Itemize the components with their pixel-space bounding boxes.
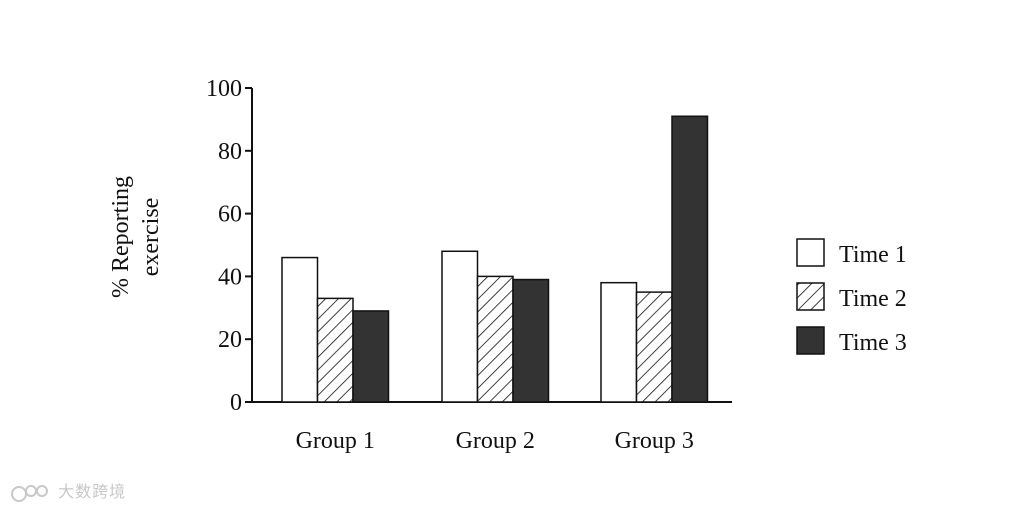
bar: [512, 278, 550, 403]
legend-label: Time 3: [839, 330, 907, 356]
bar: [281, 256, 319, 403]
y-axis-title-line1: % Reporting: [108, 176, 134, 298]
watermark-text: 大数跨境: [58, 482, 127, 501]
y-tick-label: 80: [218, 139, 242, 165]
bar: [671, 115, 709, 403]
bar: [600, 281, 638, 403]
legend-swatch: [796, 238, 825, 267]
y-tick-label: 40: [218, 264, 242, 290]
watermark-logo-icon: [11, 484, 48, 502]
y-axis-title-line2: exercise: [138, 198, 164, 277]
legend: Time 1 Time 2 Time 3: [796, 238, 907, 356]
legend-swatch: [796, 326, 825, 355]
bar: [441, 250, 479, 403]
bar: [476, 275, 514, 403]
bar: [316, 297, 354, 403]
watermark: 大数跨境: [10, 478, 126, 504]
legend-label: Time 2: [839, 286, 907, 312]
y-axis-title: % Reporting exercise: [108, 176, 164, 298]
bar: [635, 291, 673, 403]
y-tick-label: 60: [218, 202, 242, 228]
plot-area: 0 20 40 60 80 100 Group 1 Group 2 Group 3: [206, 76, 732, 454]
y-tick-label: 0: [230, 390, 242, 416]
y-tick-label: 100: [206, 76, 242, 102]
x-category-label: Group 3: [615, 428, 694, 454]
y-tick-label: 20: [218, 327, 242, 353]
legend-swatch: [796, 282, 825, 311]
legend-label: Time 1: [839, 242, 907, 268]
x-category-label: Group 1: [296, 428, 375, 454]
bar: [352, 310, 390, 403]
x-category-label: Group 2: [456, 428, 535, 454]
